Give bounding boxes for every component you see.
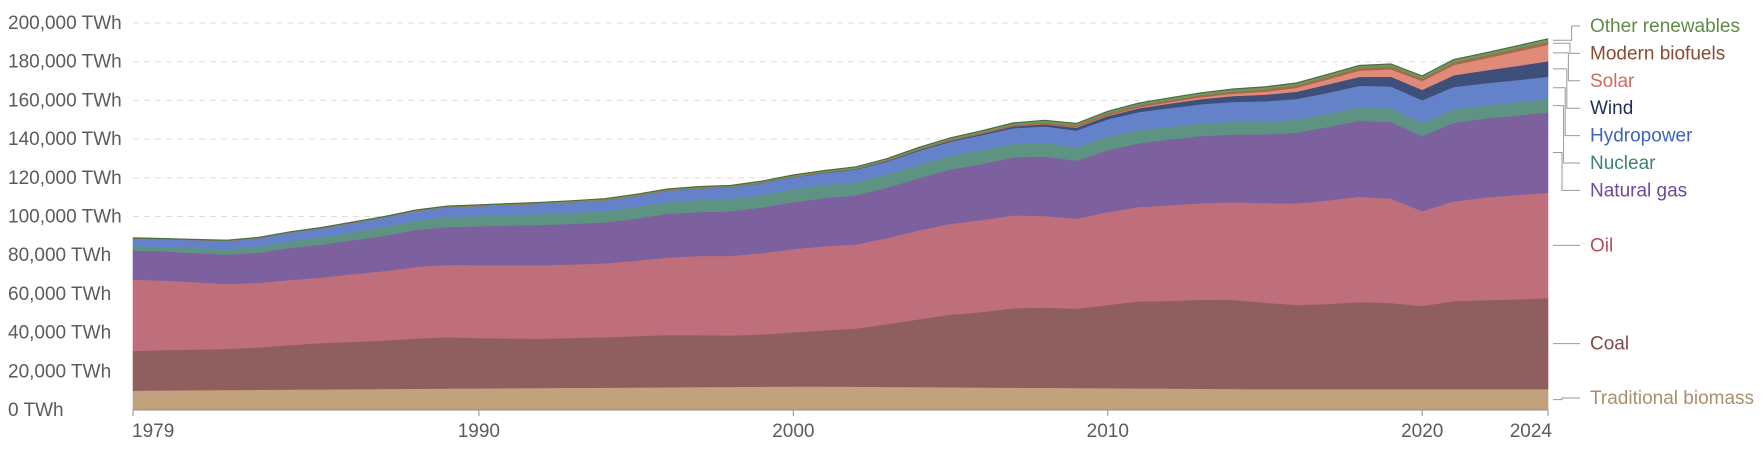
legend-label: Oil: [1590, 235, 1613, 256]
legend-item-natural-gas: Natural gas: [1553, 152, 1687, 201]
y-tick-label: 100,000 TWh: [8, 207, 122, 228]
y-tick-label: 120,000 TWh: [8, 168, 122, 189]
x-tick-label: 1979: [132, 421, 174, 442]
legend-label: Other renewables: [1590, 16, 1740, 37]
x-tick-label: 2000: [772, 421, 814, 442]
legend-label: Hydropower: [1590, 126, 1693, 147]
y-tick-label: 20,000 TWh: [8, 361, 111, 382]
legend-item-modern-biofuels: Modern biofuels: [1553, 42, 1725, 64]
legend-label: Nuclear: [1590, 153, 1656, 174]
y-tick-label: 60,000 TWh: [8, 284, 111, 305]
area-layer: [132, 38, 1549, 411]
leader-line: [1553, 25, 1580, 41]
legend-label: Modern biofuels: [1590, 43, 1725, 64]
legend-item-other-renewables: Other renewables: [1553, 16, 1740, 41]
legend-label: Natural gas: [1590, 180, 1687, 201]
area-traditional-biomass: [132, 386, 1549, 411]
legend-item-wind: Wind: [1553, 68, 1633, 119]
legend-item-coal: Coal: [1553, 334, 1629, 355]
legend-label: Coal: [1590, 334, 1629, 355]
y-tick-label: 200,000 TWh: [8, 13, 122, 34]
legend-item-hydropower: Hydropower: [1553, 87, 1693, 147]
leader-line: [1553, 397, 1580, 401]
y-tick-label: 80,000 TWh: [8, 245, 111, 266]
y-tick-label: 160,000 TWh: [8, 90, 122, 111]
y-tick-label: 40,000 TWh: [8, 323, 111, 344]
legend-item-nuclear: Nuclear: [1553, 105, 1656, 174]
legend-label: Solar: [1590, 71, 1635, 92]
y-tick-label: 140,000 TWh: [8, 129, 122, 150]
stack-top-outline: [132, 38, 1549, 241]
x-tick-label: 2010: [1087, 421, 1129, 442]
leader-line: [1553, 87, 1580, 137]
legend-item-traditional-biomass: Traditional biomass: [1553, 388, 1754, 409]
legend-label: Traditional biomass: [1590, 388, 1754, 409]
leader-line: [1553, 152, 1580, 191]
x-tick-label: 2020: [1401, 421, 1443, 442]
legend-item-oil: Oil: [1553, 235, 1613, 256]
axis-layer: 0 TWh 20,000 TWh 40,000 TWh 60,000 TWh 80,00…: [8, 13, 1552, 442]
x-tick-label: 1990: [458, 421, 500, 442]
leader-line: [1553, 68, 1580, 109]
leader-line: [1553, 105, 1580, 164]
leader-line: [1553, 42, 1580, 54]
y-tick-label: 0 TWh: [8, 400, 64, 421]
y-tick-label: 180,000 TWh: [8, 52, 122, 73]
x-tick-label: 2024: [1510, 421, 1553, 442]
leader-line: [1553, 52, 1580, 82]
legend-layer: Other renewables Modern biofuels Solar Wind…: [1553, 16, 1754, 409]
legend-item-solar: Solar: [1553, 52, 1635, 92]
legend-label: Wind: [1590, 98, 1633, 119]
